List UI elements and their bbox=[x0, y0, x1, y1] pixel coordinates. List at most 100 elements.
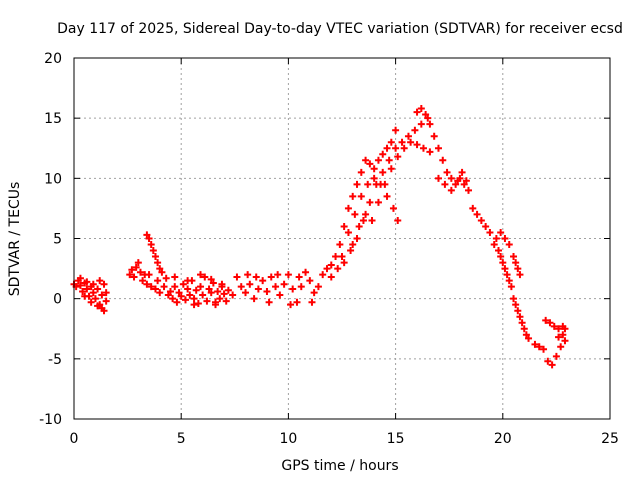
data-point bbox=[166, 287, 174, 295]
data-point bbox=[473, 210, 481, 218]
data-point bbox=[447, 186, 455, 194]
data-points bbox=[70, 105, 569, 369]
data-point bbox=[374, 198, 382, 206]
data-point bbox=[173, 298, 181, 306]
data-point bbox=[542, 316, 550, 324]
data-point bbox=[209, 279, 217, 287]
data-point bbox=[151, 253, 159, 261]
data-point bbox=[381, 180, 389, 188]
data-point bbox=[387, 165, 395, 173]
data-point bbox=[544, 357, 552, 365]
data-point bbox=[160, 283, 168, 291]
data-point bbox=[233, 273, 241, 281]
data-point bbox=[359, 216, 367, 224]
data-point bbox=[314, 283, 322, 291]
y-tick-label: -5 bbox=[48, 352, 62, 368]
data-point bbox=[89, 289, 97, 297]
data-point bbox=[370, 174, 378, 182]
data-point bbox=[413, 108, 421, 116]
data-point bbox=[222, 297, 230, 305]
data-point bbox=[555, 325, 563, 333]
x-tick-label: 20 bbox=[494, 431, 512, 447]
data-point bbox=[216, 295, 224, 303]
data-point bbox=[212, 301, 220, 309]
data-point bbox=[364, 180, 372, 188]
data-point bbox=[89, 280, 97, 288]
data-point bbox=[379, 150, 387, 158]
data-point bbox=[293, 298, 301, 306]
data-point bbox=[492, 235, 500, 242]
data-point bbox=[464, 186, 472, 194]
data-point bbox=[387, 138, 395, 146]
data-point bbox=[94, 285, 102, 293]
data-point bbox=[207, 289, 215, 297]
data-point bbox=[497, 253, 505, 261]
data-point bbox=[462, 177, 470, 185]
data-point bbox=[503, 271, 511, 279]
data-point bbox=[366, 198, 374, 206]
y-axis-label: SDTVAR / TECUs bbox=[7, 182, 23, 297]
data-point bbox=[164, 291, 172, 299]
data-point bbox=[87, 298, 95, 306]
data-point bbox=[351, 210, 359, 218]
data-point bbox=[460, 180, 468, 188]
data-point bbox=[520, 325, 528, 333]
data-point bbox=[274, 271, 282, 279]
data-point bbox=[76, 281, 84, 289]
data-point bbox=[132, 263, 140, 271]
data-point bbox=[469, 204, 477, 212]
data-point bbox=[254, 285, 262, 293]
data-point bbox=[525, 334, 533, 342]
x-tick-label: 15 bbox=[387, 431, 405, 447]
data-point bbox=[102, 297, 110, 305]
data-point bbox=[512, 259, 520, 267]
data-point bbox=[265, 298, 273, 306]
data-point bbox=[366, 160, 374, 168]
grid-lines bbox=[74, 58, 610, 419]
data-point bbox=[336, 241, 344, 249]
data-point bbox=[413, 141, 421, 149]
data-point bbox=[340, 222, 348, 230]
data-point bbox=[344, 204, 352, 212]
data-point bbox=[368, 216, 376, 224]
data-point bbox=[392, 144, 400, 152]
data-point bbox=[510, 295, 518, 303]
data-point bbox=[540, 345, 548, 353]
data-point bbox=[486, 228, 494, 236]
data-point bbox=[156, 265, 164, 273]
data-point bbox=[190, 295, 198, 303]
data-point bbox=[501, 235, 509, 242]
data-point bbox=[327, 261, 335, 269]
data-point bbox=[308, 298, 316, 306]
data-point bbox=[242, 289, 250, 297]
data-point bbox=[149, 247, 157, 255]
data-point bbox=[327, 273, 335, 281]
data-point bbox=[349, 192, 357, 200]
data-point bbox=[250, 295, 258, 303]
data-point bbox=[319, 271, 327, 279]
y-tick-label: 20 bbox=[44, 51, 62, 67]
chart-title: Day 117 of 2025, Sidereal Day-to-day VTE… bbox=[57, 21, 623, 37]
data-point bbox=[518, 319, 526, 327]
data-point bbox=[145, 235, 153, 242]
x-axis-label: GPS time / hours bbox=[281, 458, 398, 474]
data-point bbox=[383, 192, 391, 200]
data-point bbox=[347, 247, 355, 255]
data-point bbox=[557, 343, 565, 351]
data-point bbox=[203, 297, 211, 305]
data-point bbox=[422, 111, 430, 119]
data-point bbox=[295, 273, 303, 281]
data-point bbox=[158, 268, 166, 276]
data-point bbox=[184, 285, 192, 293]
data-point bbox=[510, 253, 518, 261]
data-point bbox=[407, 138, 415, 146]
data-point bbox=[561, 325, 569, 333]
data-point bbox=[139, 277, 147, 285]
y-tick-labels: -10 -5 0 5 10 15 20 bbox=[39, 51, 62, 428]
data-point bbox=[323, 265, 331, 273]
data-point bbox=[512, 301, 520, 309]
data-point bbox=[426, 148, 434, 156]
data-point bbox=[411, 126, 419, 134]
